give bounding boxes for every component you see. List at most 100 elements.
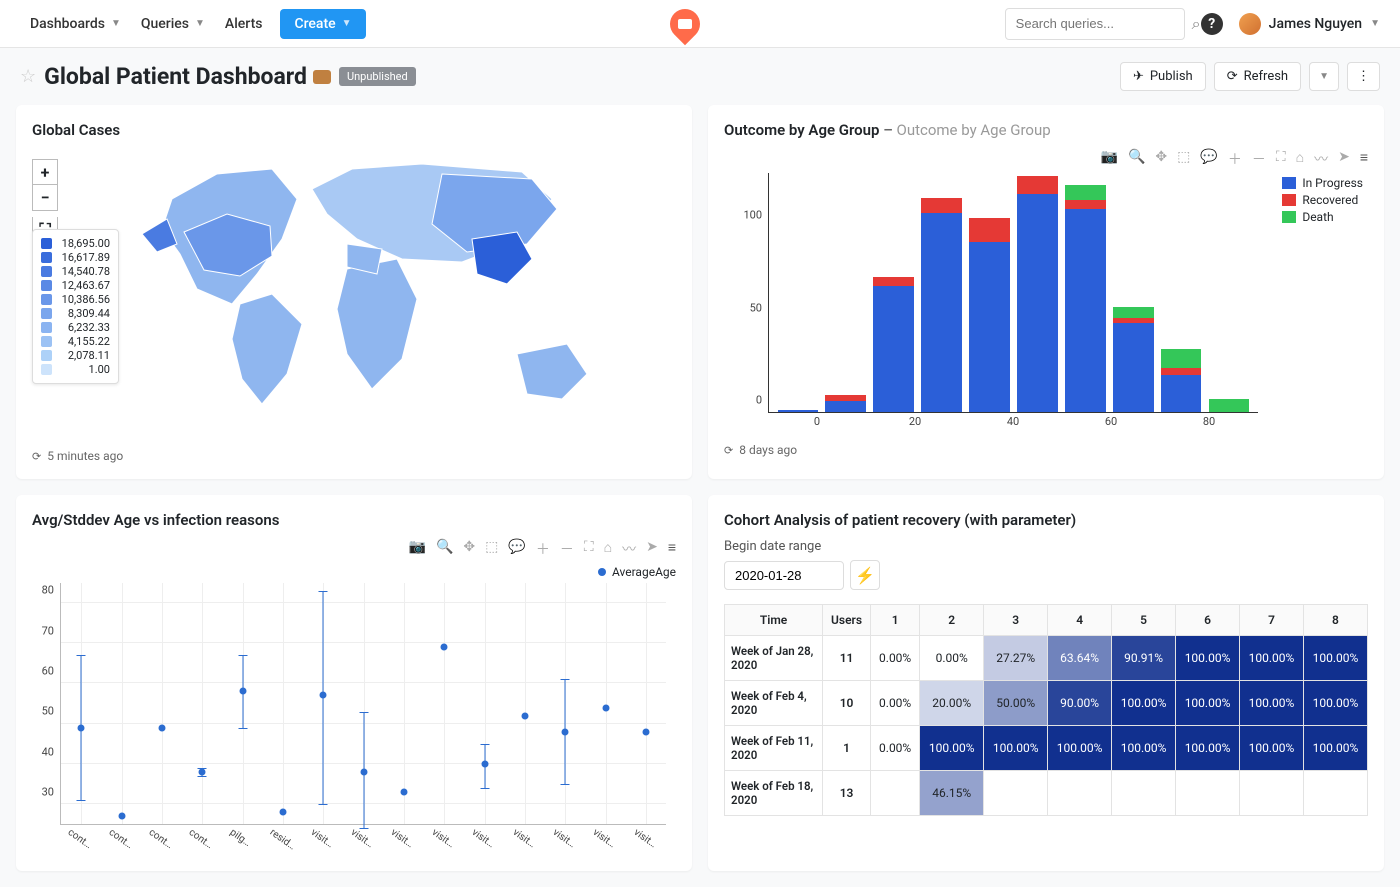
map-legend-row: 8,309.44 xyxy=(41,307,110,320)
camera-icon[interactable]: 📷 xyxy=(1101,149,1118,169)
compare-icon[interactable]: ≡ xyxy=(668,539,676,559)
logo-wrap xyxy=(366,9,1005,39)
nav-dashboards[interactable]: Dashboards▼ xyxy=(20,10,131,38)
table-header: Time xyxy=(725,605,823,636)
lightning-icon: ⚡ xyxy=(855,566,875,585)
map-area[interactable]: + − ⛶ 18,695.0016,617.8914,540.7812,463.… xyxy=(32,149,676,439)
table-row: Week of Feb 11, 202010.00%100.00%100.00%… xyxy=(725,726,1368,771)
title-actions: ✈Publish ⟳Refresh ▼ ⋮ xyxy=(1120,62,1380,91)
apply-param-button[interactable]: ⚡ xyxy=(850,560,880,590)
more-menu[interactable]: ⋮ xyxy=(1347,62,1380,91)
panel-cohort: Cohort Analysis of patient recovery (wit… xyxy=(708,495,1384,871)
scatter-chart[interactable]: AverageAge 304050607080 cont…cont…cont…c… xyxy=(32,565,676,855)
bar-column[interactable] xyxy=(873,277,914,412)
chevron-down-icon: ▼ xyxy=(111,18,121,29)
user-menu[interactable]: James Nguyen ▼ xyxy=(1239,13,1380,35)
nav-queries[interactable]: Queries▼ xyxy=(131,10,215,38)
world-map[interactable] xyxy=(122,144,642,444)
bar-column[interactable] xyxy=(1113,307,1154,412)
map-legend-row: 10,386.56 xyxy=(41,293,110,306)
table-header: 1 xyxy=(871,605,920,636)
user-name: James Nguyen xyxy=(1269,16,1362,32)
panel-title: Global Cases xyxy=(32,121,676,139)
zoom-icon[interactable]: 🔍 xyxy=(1128,149,1145,169)
search-icon[interactable]: ⌕ xyxy=(1192,14,1201,34)
zoomout-icon[interactable]: － xyxy=(560,539,574,559)
zoom-in-button[interactable]: + xyxy=(32,159,58,185)
lasso-icon[interactable]: 💬 xyxy=(508,539,525,559)
refresh-icon: ⟳ xyxy=(1227,69,1238,84)
table-header: 4 xyxy=(1048,605,1112,636)
create-button[interactable]: Create▼ xyxy=(280,9,365,39)
hover-icon[interactable]: ➤ xyxy=(646,539,658,559)
refresh-icon: ⟳ xyxy=(724,444,733,457)
spike-icon[interactable]: 〰 xyxy=(622,539,636,559)
begin-date-input[interactable] xyxy=(724,561,844,590)
bar-column[interactable] xyxy=(778,410,819,412)
map-legend-row: 18,695.00 xyxy=(41,237,110,250)
scatter-y-axis: 304050607080 xyxy=(32,583,58,825)
bar-column[interactable] xyxy=(1209,399,1250,412)
hover-icon[interactable]: ➤ xyxy=(1338,149,1350,169)
panel-title: Outcome by Age Group – Outcome by Age Gr… xyxy=(724,121,1368,139)
camera-icon[interactable]: 📷 xyxy=(409,539,426,559)
topbar: Dashboards▼ Queries▼ Alerts Create▼ ⌕ ? … xyxy=(0,0,1400,48)
legend-row[interactable]: Death xyxy=(1282,210,1363,224)
map-legend: 18,695.0016,617.8914,540.7812,463.6710,3… xyxy=(32,229,119,384)
bar-y-axis: 050100 xyxy=(734,173,766,413)
chevron-down-icon: ▼ xyxy=(195,18,205,29)
bar-column[interactable] xyxy=(1017,176,1058,412)
table-header: 6 xyxy=(1176,605,1240,636)
select-icon[interactable]: ⬚ xyxy=(485,539,498,559)
zoomout-icon[interactable]: － xyxy=(1252,149,1266,169)
bar-legend: In Progress Recovered Death xyxy=(1282,173,1363,227)
zoomin-icon[interactable]: ＋ xyxy=(536,539,550,559)
param-row: ⚡ xyxy=(724,560,1368,590)
bar-column[interactable] xyxy=(825,395,866,412)
chevron-down-icon: ▼ xyxy=(1319,71,1329,82)
map-legend-row: 4,155.22 xyxy=(41,335,110,348)
param-label: Begin date range xyxy=(724,539,1368,554)
bar-column[interactable] xyxy=(969,218,1010,412)
zoom-icon[interactable]: 🔍 xyxy=(436,539,453,559)
refresh-dropdown[interactable]: ▼ xyxy=(1309,62,1339,91)
cohort-table: TimeUsers12345678Week of Jan 28, 2020110… xyxy=(724,604,1368,816)
map-legend-row: 1.00 xyxy=(41,363,110,376)
search-input[interactable] xyxy=(1016,16,1192,31)
avatar xyxy=(1239,13,1261,35)
scatter-x-axis: cont…cont…cont…cont…pilg…resid…visit…vis… xyxy=(60,827,666,855)
zoomin-icon[interactable]: ＋ xyxy=(1228,149,1242,169)
spike-icon[interactable]: 〰 xyxy=(1314,149,1328,169)
autoscale-icon[interactable]: ⛶ xyxy=(1276,149,1286,169)
pan-icon[interactable]: ✥ xyxy=(1155,149,1167,169)
map-legend-row: 6,232.33 xyxy=(41,321,110,334)
search-box[interactable]: ⌕ xyxy=(1005,8,1185,40)
publish-button[interactable]: ✈Publish xyxy=(1120,62,1206,91)
bar-column[interactable] xyxy=(1065,185,1106,412)
legend-row[interactable]: In Progress xyxy=(1282,176,1363,190)
zoom-out-button[interactable]: − xyxy=(32,185,58,211)
dashboard-grid: Global Cases + − ⛶ 18,695.0016,617.8914,… xyxy=(0,105,1400,887)
refresh-button[interactable]: ⟳Refresh xyxy=(1214,62,1301,91)
select-icon[interactable]: ⬚ xyxy=(1177,149,1190,169)
bar-column[interactable] xyxy=(1161,349,1202,412)
refresh-icon: ⟳ xyxy=(32,450,41,463)
chevron-down-icon: ▼ xyxy=(342,18,352,29)
help-icon[interactable]: ? xyxy=(1201,13,1223,35)
autoscale-icon[interactable]: ⛶ xyxy=(584,539,594,559)
home-icon[interactable]: ⌂ xyxy=(1296,149,1304,169)
table-header: 7 xyxy=(1240,605,1304,636)
panel-footer: ⟳5 minutes ago xyxy=(32,449,676,463)
bar-chart[interactable]: 050100 020406080 In ProgressRecoveredDea… xyxy=(734,173,1358,433)
bar-column[interactable] xyxy=(921,198,962,412)
home-icon[interactable]: ⌂ xyxy=(604,539,612,559)
table-header: 2 xyxy=(920,605,984,636)
panel-outcome-age: Outcome by Age Group – Outcome by Age Gr… xyxy=(708,105,1384,479)
pan-icon[interactable]: ✥ xyxy=(463,539,475,559)
app-logo[interactable] xyxy=(664,2,706,44)
legend-row[interactable]: Recovered xyxy=(1282,193,1363,207)
nav-alerts[interactable]: Alerts xyxy=(215,10,273,38)
lasso-icon[interactable]: 💬 xyxy=(1200,149,1217,169)
star-icon[interactable]: ☆ xyxy=(20,66,36,87)
compare-icon[interactable]: ≡ xyxy=(1360,149,1368,169)
